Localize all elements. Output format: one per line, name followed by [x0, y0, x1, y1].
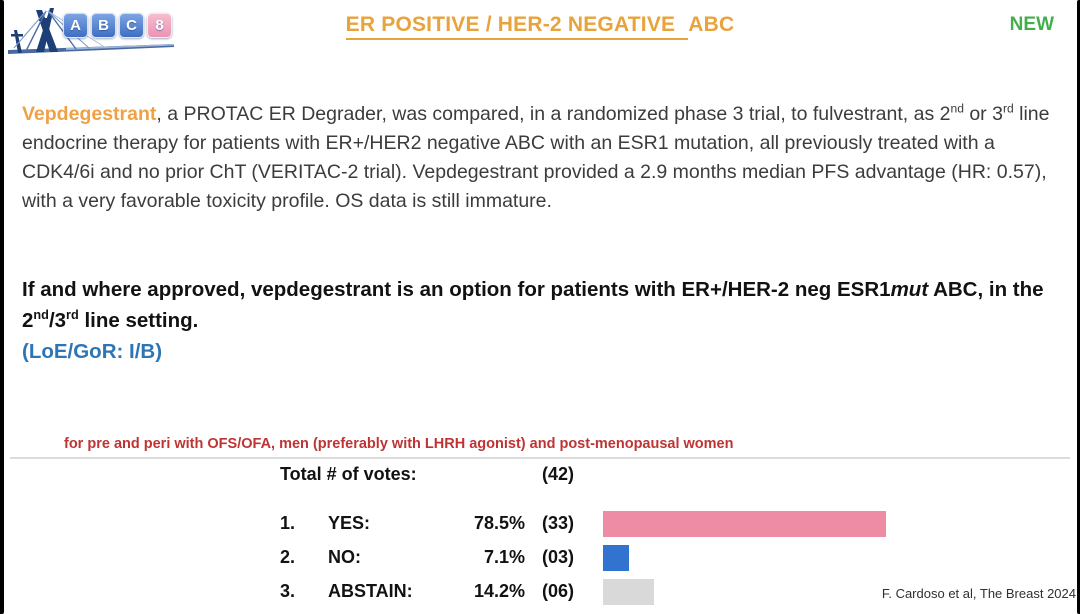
bridge-logo-icon: [8, 8, 174, 54]
logo-block-a: A: [63, 13, 88, 38]
vote-rank: 2.: [280, 547, 296, 567]
section-divider: [10, 457, 1070, 459]
voting-results: Total # of votes: (42) 1. YES: 78.5% (33…: [280, 464, 1033, 612]
page-title-underlined: ER POSITIVE / HER-2 NEGATIVE: [345, 13, 689, 40]
vote-bar-no: [603, 544, 629, 571]
vote-percentage: 78.5%: [473, 513, 525, 533]
slide-title-wrap: ER POSITIVE / HER-2 NEGATIVE ABC: [180, 13, 900, 40]
vote-row-abstain: 3. ABSTAIN: 14.2% (06): [280, 578, 1033, 605]
recommendation-text: If and where approved, vepdegestrant is …: [22, 274, 1062, 336]
vote-rank: 1.: [280, 513, 296, 533]
summary-sup-rd: rd: [1002, 101, 1014, 116]
total-votes-label: Total # of votes:: [280, 464, 417, 484]
rec-seg1: If and where approved, vepdegestrant is …: [22, 278, 891, 301]
vote-label: NO:: [328, 547, 361, 567]
vote-row-yes: 1. YES: 78.5% (33): [280, 510, 1033, 537]
drug-name-highlight: Vepdegestrant: [22, 103, 157, 125]
total-votes-value: (42): [542, 464, 575, 484]
vote-label: ABSTAIN:: [328, 581, 413, 601]
loe-gor-label: (LoE/GoR: I/B): [22, 340, 163, 363]
vote-bar-track: [603, 544, 1033, 571]
summary-sup-nd: nd: [950, 101, 964, 116]
vote-bar-track: [603, 510, 1033, 537]
left-edge-strip: [0, 0, 4, 614]
rec-sup-rd: rd: [66, 307, 79, 323]
rec-mut-italic: mut: [890, 278, 929, 301]
right-edge-strip: [1077, 0, 1080, 614]
vote-count: (06): [542, 581, 575, 601]
trial-summary-paragraph: Vepdegestrant, a PROTAC ER Degrader, was…: [22, 100, 1060, 216]
rec-seg4: line setting.: [78, 309, 199, 332]
vote-count: (03): [542, 547, 575, 567]
vote-count: (33): [542, 513, 575, 533]
logo-block-b: B: [91, 13, 116, 38]
logo-block-c: C: [119, 13, 144, 38]
rec-seg2: ABC, in the 2: [22, 278, 1044, 332]
citation: F. Cardoso et al, The Breast 2024: [881, 586, 1076, 601]
summary-seg2: or 3: [963, 103, 1003, 125]
abc8-logo: A B C 8: [6, 4, 176, 58]
page-title-rest: ABC: [688, 13, 735, 36]
rec-seg3: /3: [48, 309, 67, 332]
population-note: for pre and peri with OFS/OFA, men (pref…: [64, 436, 734, 452]
summary-seg3: line endocrine therapy for patients with…: [22, 103, 1050, 212]
vote-percentage: 14.2%: [473, 581, 525, 601]
vote-label: YES:: [328, 513, 371, 533]
new-badge: NEW: [1009, 14, 1054, 35]
abc8-logo-blocks: A B C 8: [63, 13, 172, 38]
recommendation-statement: If and where approved, vepdegestrant is …: [22, 274, 1062, 367]
vote-bar-abstain: [603, 578, 655, 605]
summary-seg1: , a PROTAC ER Degrader, was compared, in…: [156, 103, 951, 125]
votes-header-row: Total # of votes: (42): [280, 464, 1033, 486]
vote-bar-track: [603, 578, 1033, 605]
vote-row-no: 2. NO: 7.1% (03): [280, 544, 1033, 571]
vote-rank: 3.: [280, 581, 296, 601]
logo-block-8: 8: [147, 13, 172, 38]
page-title: ER POSITIVE / HER-2 NEGATIVE ABC: [345, 13, 735, 40]
vote-percentage: 7.1%: [483, 547, 525, 567]
rec-sup-nd: nd: [33, 307, 49, 323]
vote-bar-yes: [603, 510, 886, 537]
